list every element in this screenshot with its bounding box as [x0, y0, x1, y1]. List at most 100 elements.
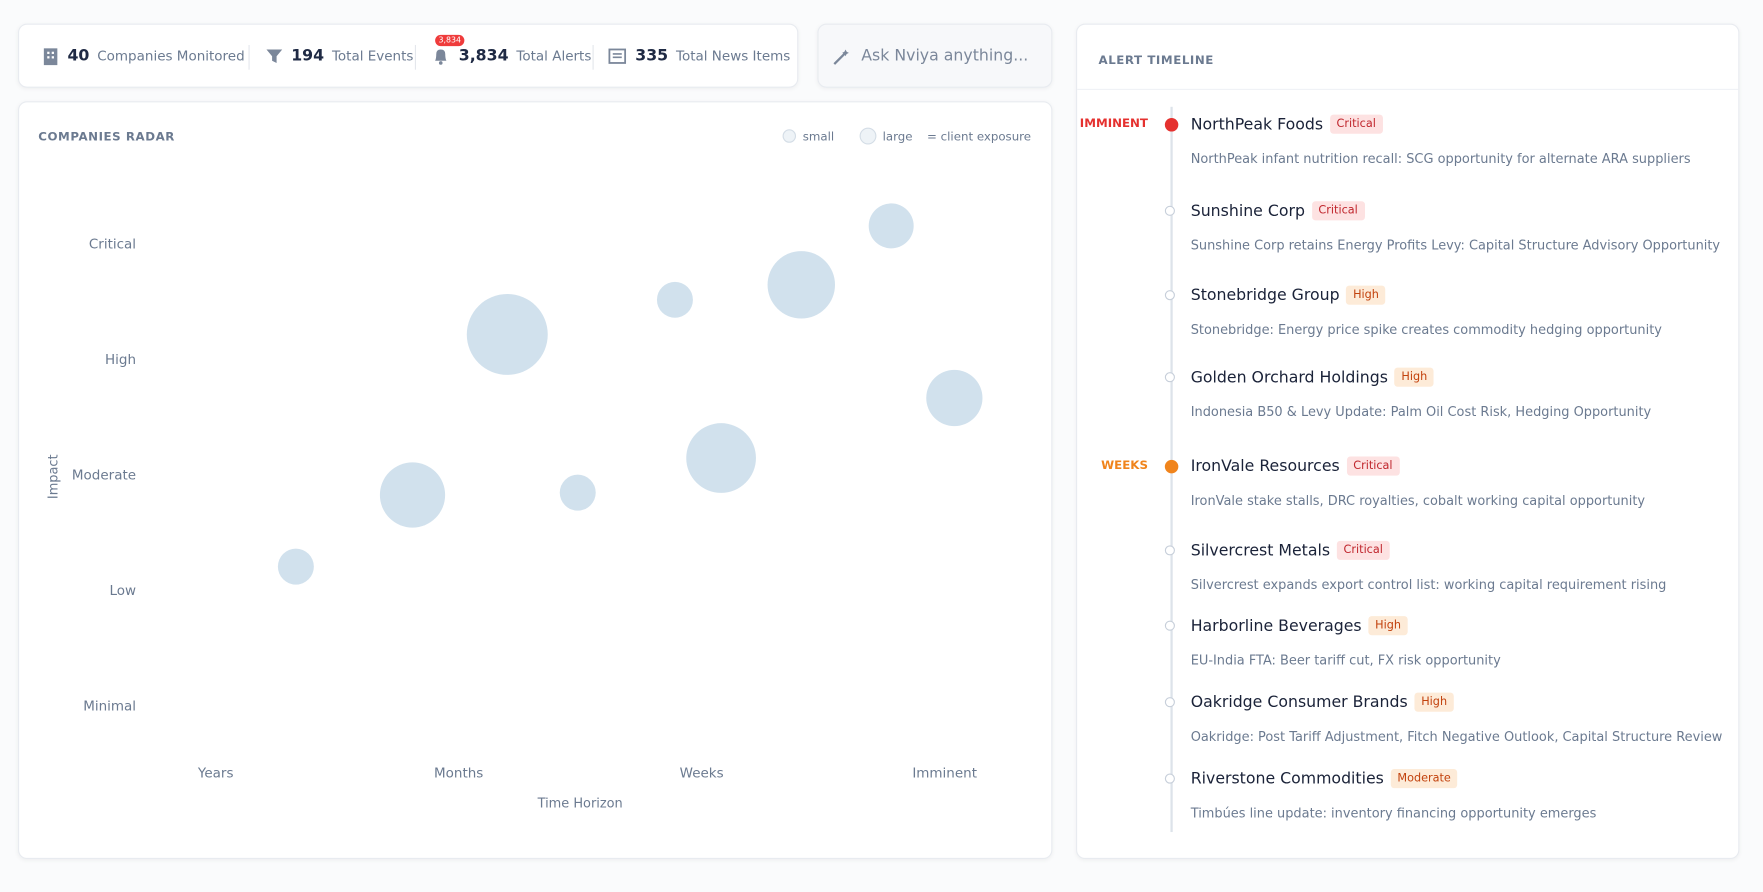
stat-label: Total Events — [331, 48, 414, 65]
timeline-item[interactable]: Riverstone Commodities Moderate — [1190, 767, 1458, 789]
stat-label: Total Alerts — [516, 48, 592, 65]
timeline-dot — [1164, 545, 1175, 556]
legend-small — [782, 129, 797, 143]
severity-badge: Moderate — [1390, 769, 1458, 789]
timeline-title: ALERT TIMELINE — [1098, 53, 1214, 68]
severity-badge: Critical — [1311, 201, 1365, 221]
company-name: IronVale Resources — [1190, 457, 1340, 476]
timeline-item[interactable]: Oakridge Consumer Brands High — [1190, 690, 1454, 712]
timeline-item[interactable]: NorthPeak Foods Critical — [1190, 112, 1383, 134]
bubble — [767, 251, 836, 319]
severity-badge: Critical — [1329, 114, 1383, 134]
y-tick-label: Critical — [89, 236, 136, 252]
divider — [1077, 88, 1739, 90]
severity-badge: Critical — [1346, 456, 1400, 476]
severity-badge: High — [1346, 285, 1386, 305]
timeline-dot — [1164, 697, 1175, 708]
chart-title: COMPANIES RADAR — [38, 130, 175, 144]
alert-description: Silvercrest expands export control list:… — [1190, 576, 1667, 593]
stat-value: 40 — [67, 47, 90, 66]
timeline-dot — [1164, 773, 1175, 784]
company-name: Riverstone Commodities — [1190, 769, 1384, 788]
company-name: NorthPeak Foods — [1190, 115, 1324, 134]
company-name: Golden Orchard Holdings — [1190, 368, 1388, 387]
bubble — [868, 203, 914, 249]
timeline-item[interactable]: Silvercrest Metals Critical — [1191, 539, 1390, 560]
search-placeholder: Ask Nviya anything... — [861, 47, 1029, 66]
news-icon — [608, 48, 627, 64]
stat: 194 Total Events — [291, 25, 413, 88]
severity-badge: Critical — [1336, 540, 1390, 560]
stat-value: 194 — [291, 47, 325, 66]
timeline-dot — [1164, 620, 1175, 631]
x-tick-label: Weeks — [680, 766, 724, 782]
legend-label: = client exposure — [927, 130, 1031, 144]
bubble — [926, 369, 983, 427]
stat: 335 Total News Items — [635, 25, 790, 88]
x-tick-label: Imminent — [912, 766, 977, 782]
bubble — [379, 462, 446, 528]
stat: 40 Companies Monitored — [67, 25, 244, 88]
stat: 3,834 Total Alerts — [459, 25, 592, 88]
x-axis-label: Time Horizon — [537, 796, 623, 811]
company-name: Sunshine Corp — [1190, 201, 1305, 220]
timeline-item[interactable]: IronVale Resources Critical — [1190, 454, 1400, 476]
timeline-item[interactable]: Golden Orchard Holdings High — [1190, 365, 1434, 387]
alert-description: Sunshine Corp retains Energy Profits Lev… — [1190, 237, 1721, 253]
group-label: WEEKS — [1101, 458, 1148, 473]
company-name: Stonebridge Group — [1190, 286, 1340, 305]
y-tick-label: Low — [109, 583, 136, 599]
stat-value: 335 — [635, 47, 669, 66]
y-tick-label: Moderate — [72, 467, 136, 483]
x-tick-label: Months — [434, 766, 483, 782]
alert-description: Timbúes line update: inventory financing… — [1190, 805, 1597, 821]
stat-label: Total News Items — [676, 48, 791, 65]
timeline-card: ALERT TIMELINE — [1076, 23, 1740, 860]
bubble — [656, 281, 693, 318]
stat-label: Companies Monitored — [97, 48, 245, 65]
separator — [414, 44, 417, 70]
alert-description: NorthPeak infant nutrition recall: SCG o… — [1190, 150, 1691, 167]
company-name: Harborline Beverages — [1190, 616, 1362, 635]
y-axis-label: Impact — [46, 454, 61, 499]
bell-icon — [435, 49, 447, 65]
timeline-item[interactable]: Stonebridge Group High — [1190, 283, 1386, 305]
timeline-item[interactable]: Harborline Beverages High — [1190, 614, 1408, 636]
y-tick-label: Minimal — [83, 698, 136, 714]
separator — [592, 44, 594, 70]
bubble — [277, 548, 314, 585]
y-tick-label: High — [105, 352, 136, 368]
alert-description: Indonesia B50 & Levy Update: Palm Oil Co… — [1190, 403, 1652, 420]
alert-description: Stonebridge: Energy price spike creates … — [1190, 321, 1662, 338]
stats-bar: 40 Companies Monitored 194 Total Events 3,… — [17, 23, 799, 88]
timeline-item[interactable]: Sunshine Corp Critical — [1190, 199, 1365, 221]
legend-large — [859, 127, 877, 145]
alert-description: IronVale stake stalls, DRC royalties, co… — [1190, 492, 1646, 509]
legend-label: large — [883, 130, 913, 144]
timeline-dot — [1164, 118, 1179, 132]
alert-badge: 3,834 — [435, 34, 465, 47]
stat-value: 3,834 — [458, 47, 509, 66]
severity-badge: High — [1394, 367, 1434, 387]
building-icon — [43, 48, 58, 66]
group-label: IMMINENT — [1079, 116, 1148, 131]
search-box[interactable]: Ask Nviya anything... — [817, 23, 1053, 88]
filter-icon — [266, 49, 283, 63]
bubble — [686, 423, 756, 493]
company-name: Oakridge Consumer Brands — [1190, 693, 1408, 712]
company-name: Silvercrest Metals — [1190, 541, 1331, 560]
wand-icon — [833, 49, 849, 65]
legend-label: small — [803, 130, 834, 144]
severity-badge: High — [1414, 692, 1454, 712]
bubble — [466, 293, 548, 375]
bubble — [559, 474, 596, 511]
timeline-dot — [1164, 372, 1175, 383]
timeline-dot — [1164, 290, 1175, 301]
timeline-dot — [1164, 205, 1175, 216]
alert-description: Oakridge: Post Tariff Adjustment, Fitch … — [1190, 728, 1723, 745]
severity-badge: High — [1368, 616, 1408, 636]
alert-description: EU-India FTA: Beer tariff cut, FX risk o… — [1190, 652, 1501, 668]
